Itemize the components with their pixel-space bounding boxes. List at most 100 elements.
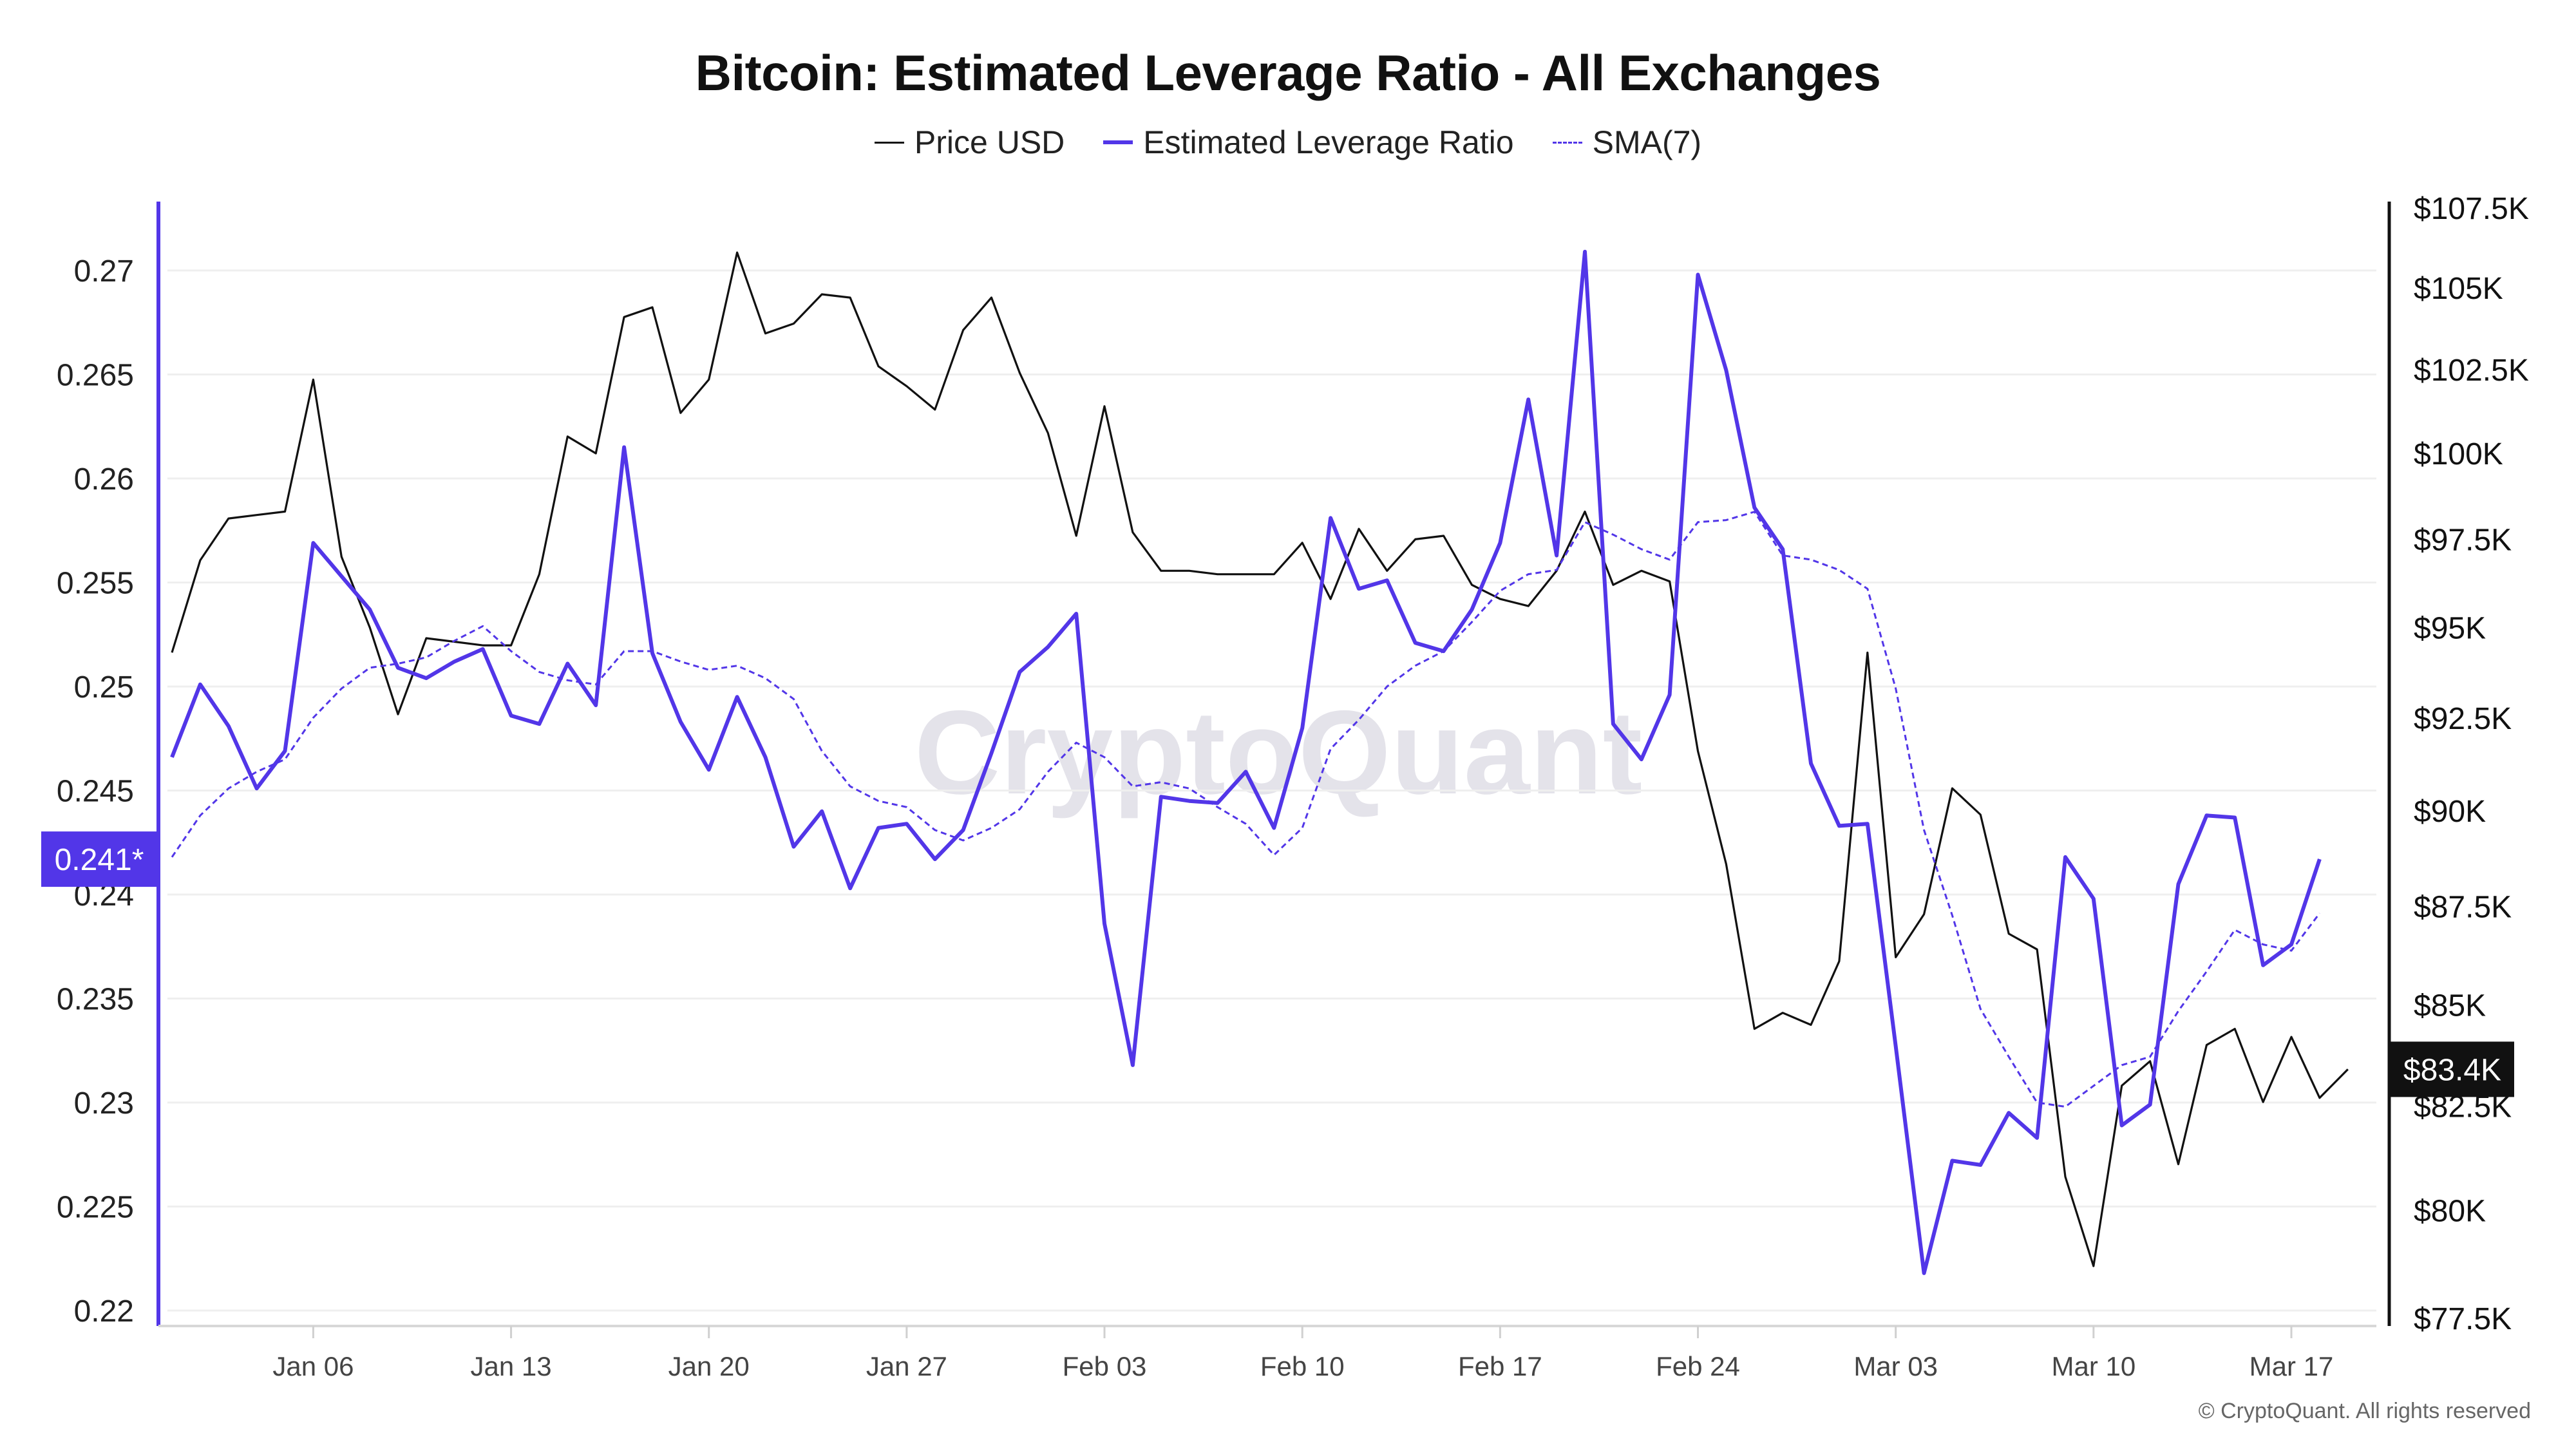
leverage-point[interactable] <box>424 676 429 681</box>
price-point[interactable] <box>961 328 966 333</box>
leverage-point[interactable] <box>1696 272 1701 277</box>
leverage-point[interactable] <box>1837 823 1842 828</box>
sma-point[interactable] <box>2232 927 2237 933</box>
sma-point[interactable] <box>254 769 260 774</box>
price-point[interactable] <box>1102 404 1107 409</box>
leverage-point[interactable] <box>1074 611 1079 616</box>
legend-item-price[interactable]: Price USD <box>874 124 1065 161</box>
price-point[interactable] <box>509 643 514 648</box>
sma-point[interactable] <box>933 828 938 833</box>
sma-point[interactable] <box>1978 1007 1983 1012</box>
leverage-point[interactable] <box>2260 963 2266 968</box>
legend-item-leverage[interactable]: Estimated Leverage Ratio <box>1103 124 1514 161</box>
sma-point[interactable] <box>621 649 627 654</box>
sma-point[interactable] <box>1385 684 1390 689</box>
leverage-point[interactable] <box>791 844 796 849</box>
leverage-point[interactable] <box>1865 821 1870 826</box>
sma-point[interactable] <box>1497 588 1502 593</box>
leverage-point[interactable] <box>621 445 627 450</box>
price-point[interactable] <box>2345 1066 2351 1072</box>
leverage-point[interactable] <box>1893 1044 1899 1049</box>
sma-point[interactable] <box>283 757 288 762</box>
sma-point[interactable] <box>509 649 514 654</box>
price-point[interactable] <box>367 625 372 630</box>
leverage-point[interactable] <box>1922 1271 1927 1276</box>
sma-point[interactable] <box>1074 740 1079 745</box>
sma-point[interactable] <box>706 667 712 672</box>
sma-point[interactable] <box>1865 586 1870 591</box>
sma-point[interactable] <box>1271 853 1276 858</box>
sma-point[interactable] <box>1526 572 1531 577</box>
sma-point[interactable] <box>2091 1083 2096 1088</box>
leverage-point[interactable] <box>819 809 824 814</box>
sma-point[interactable] <box>2204 969 2209 974</box>
leverage-point[interactable] <box>1526 397 1531 402</box>
leverage-point[interactable] <box>2175 882 2181 887</box>
sma-point[interactable] <box>424 655 429 660</box>
leverage-point[interactable] <box>848 886 853 891</box>
price-point[interactable] <box>2232 1027 2237 1032</box>
sma-point[interactable] <box>1356 717 1361 723</box>
sma-point[interactable] <box>1413 663 1418 668</box>
sma-point[interactable] <box>1667 557 1672 562</box>
price-point[interactable] <box>1243 572 1248 577</box>
sma-point[interactable] <box>2034 1100 2040 1105</box>
price-point[interactable] <box>2260 1099 2266 1104</box>
price-point[interactable] <box>762 331 768 336</box>
leverage-point[interactable] <box>1045 645 1050 650</box>
leverage-point[interactable] <box>509 713 514 718</box>
price-point[interactable] <box>706 377 712 382</box>
price-point[interactable] <box>791 321 796 326</box>
sma-point[interactable] <box>2063 1104 2068 1109</box>
price-point[interactable] <box>1215 572 1220 577</box>
price-point[interactable] <box>1723 862 1728 867</box>
leverage-point[interactable] <box>1582 249 1587 254</box>
leverage-point[interactable] <box>961 828 966 833</box>
price-point[interactable] <box>1271 572 1276 577</box>
price-point[interactable] <box>536 572 542 577</box>
leverage-point[interactable] <box>2006 1110 2011 1115</box>
leverage-point[interactable] <box>367 607 372 612</box>
price-point[interactable] <box>650 305 655 310</box>
sma-point[interactable] <box>1102 755 1107 760</box>
leverage-point[interactable] <box>2148 1102 2153 1107</box>
sma-point[interactable] <box>1328 746 1333 752</box>
leverage-point[interactable] <box>1356 586 1361 591</box>
leverage-point[interactable] <box>536 721 542 726</box>
price-point[interactable] <box>424 636 429 641</box>
sma-point[interactable] <box>1837 567 1842 573</box>
sma-point[interactable] <box>1752 509 1757 515</box>
price-point[interactable] <box>2148 1059 2153 1064</box>
sma-point[interactable] <box>791 696 796 701</box>
price-point[interactable] <box>1017 370 1022 375</box>
sma-point[interactable] <box>1017 807 1022 812</box>
price-point[interactable] <box>2091 1264 2096 1269</box>
sma-point[interactable] <box>2289 948 2294 953</box>
leverage-point[interactable] <box>2091 896 2096 901</box>
sma-point[interactable] <box>1893 686 1899 691</box>
price-point[interactable] <box>848 295 853 300</box>
leverage-point[interactable] <box>2119 1123 2125 1128</box>
sma-point[interactable] <box>1582 520 1587 525</box>
leverage-point[interactable] <box>2317 857 2322 862</box>
price-point[interactable] <box>1413 536 1418 542</box>
leverage-point[interactable] <box>1978 1162 1983 1168</box>
price-point[interactable] <box>2063 1174 2068 1179</box>
price-point[interactable] <box>1893 954 1899 960</box>
leverage-point[interactable] <box>1413 640 1418 645</box>
leverage-point[interactable] <box>735 694 740 699</box>
leverage-point[interactable] <box>254 786 260 791</box>
sma-point[interactable] <box>1215 804 1220 810</box>
sma-point[interactable] <box>339 686 344 691</box>
price-point[interactable] <box>1949 786 1955 791</box>
sma-point[interactable] <box>2006 1054 2011 1059</box>
price-point[interactable] <box>1780 1010 1785 1016</box>
price-point[interactable] <box>1837 959 1842 964</box>
leverage-point[interactable] <box>2204 813 2209 818</box>
leverage-point[interactable] <box>1130 1063 1135 1068</box>
sma-point[interactable] <box>1554 567 1559 573</box>
leverage-point[interactable] <box>1639 757 1644 762</box>
sma-point[interactable] <box>480 623 486 629</box>
sma-point[interactable] <box>876 799 881 804</box>
sma-point[interactable] <box>1159 780 1164 785</box>
